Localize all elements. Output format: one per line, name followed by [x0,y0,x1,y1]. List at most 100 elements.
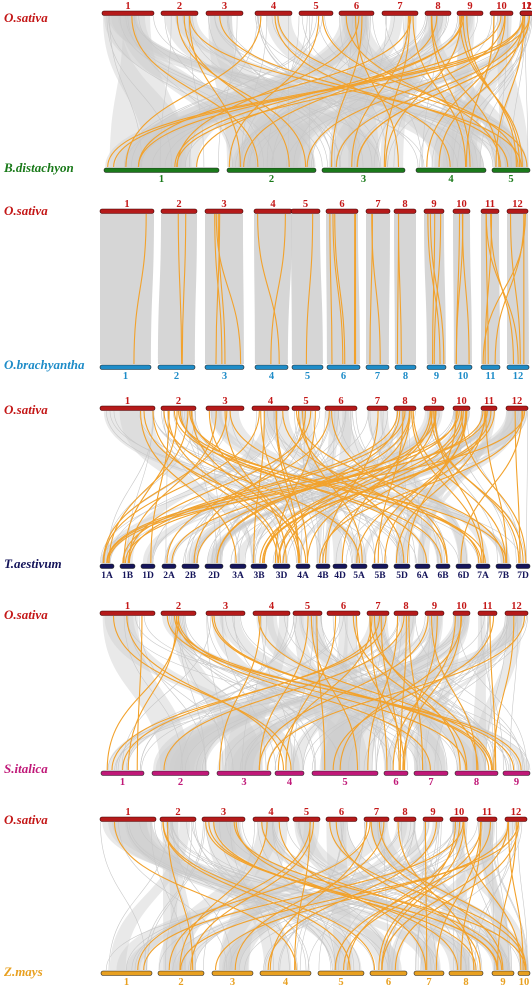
top-chromosome-bar [324,405,358,411]
synteny-ribbon [386,616,514,770]
synteny-ribbon [388,822,494,970]
synteny-line [321,615,421,771]
synteny-ribbon [291,214,323,364]
bottom-chromosome-bar [151,770,210,776]
top-chromosome-label: 9 [430,807,435,818]
synteny-ribbon [394,214,416,364]
top-chromosome-label: 6 [339,807,344,818]
synteny-ribbon [340,16,526,167]
synteny-line [226,15,458,168]
bottom-chromosome-bar [100,970,153,976]
orange-synteny-link [162,821,376,971]
orange-synteny-link [330,15,363,168]
synteny-line [133,15,233,168]
bottom-chromosome-label: 1 [123,371,128,382]
orange-synteny-link [424,821,428,971]
synteny-ribbon [472,616,523,770]
synteny-line [496,821,509,971]
synteny-line [474,821,514,971]
top-chromosome-label: 7 [374,807,379,818]
synteny-line [367,410,468,564]
bottom-chromosome-label: 1B [122,571,134,581]
orange-synteny-link [494,213,525,365]
bottom-chromosome-label: 3D [276,571,288,581]
orange-synteny-link [208,821,498,971]
bottom-chromosome-label: 1A [101,571,113,581]
bottom-chromosome-bar [295,563,311,569]
bottom-chromosome-label: 5 [305,371,310,382]
bottom-chromosome-bar [426,364,447,370]
synteny-line [119,15,315,168]
top-chromosome-bar [99,816,157,822]
top-species-label: O.sativa [4,607,48,622]
top-chromosome-bar [292,610,323,616]
orange-synteny-link [282,410,464,564]
bottom-chromosome-label: 3A [232,571,244,581]
orange-synteny-link [103,410,260,564]
synteny-ribbon [329,822,509,970]
top-chromosome-label: 6 [339,199,344,210]
synteny-line [109,410,284,564]
bottom-chromosome-bar [181,563,200,569]
top-chromosome-bar [422,816,444,822]
bottom-chromosome-bar [414,563,431,569]
synteny-line [128,821,389,971]
top-chromosome-bar [205,10,244,16]
synteny-ribbon [111,16,485,167]
orange-synteny-link [233,821,526,971]
top-chromosome-bar [251,405,290,411]
orange-synteny-link [137,15,412,168]
synteny-line [524,15,529,168]
orange-synteny-link [106,410,460,564]
synteny-line [140,615,297,771]
orange-synteny-link [335,15,526,168]
synteny-line [490,821,529,971]
orange-synteny-link [139,410,237,564]
synteny-line [241,615,267,771]
top-chromosome-label: 8 [402,396,407,407]
orange-synteny-link [426,15,506,168]
top-chromosome-label: 2 [175,807,180,818]
bottom-chromosome-bar [435,563,451,569]
bottom-chromosome-bar [204,364,245,370]
orange-synteny-link [330,410,448,564]
synteny-ribbon [115,16,447,167]
synteny-line [163,410,241,564]
bottom-chromosome-label: 10 [519,977,530,987]
synteny-line [371,615,403,771]
top-chromosome-label: 9 [431,396,436,407]
links-orange-p1 [107,15,530,168]
synteny-line [350,410,416,564]
synteny-line [387,821,439,971]
bottom-chromosome-label: 6D [458,571,470,581]
panel-sativa-taestivum: 1 2 3 4 5 6 7 8 9 10 11 12 1A 1B 1D 2A 2B 2D 3A 3B 3D 4A 4B 4D… [4,396,531,581]
synteny-line [159,15,172,168]
synteny-ribbon [104,16,316,167]
orange-synteny-link [193,410,307,564]
synteny-line [171,821,233,971]
top-chromosome-bars-p3: 1 2 3 4 5 6 7 8 9 10 11 12 [99,396,529,411]
top-chromosome-bar [393,610,419,616]
synteny-line [242,821,435,971]
bottom-chromosome-bar [453,364,473,370]
synteny-ribbon [344,16,524,167]
bottom-chromosome-label: 4A [297,571,309,581]
top-chromosome-bar [393,405,417,411]
bottom-chromosome-label: 12 [513,371,524,382]
top-chromosome-label: 1 [125,396,130,407]
orange-synteny-link [253,410,265,564]
bottom-chromosome-bar [491,167,531,173]
bottom-chromosome-bar [365,364,390,370]
top-chromosome-label: 10 [456,396,467,407]
orange-synteny-link [124,410,484,564]
top-chromosome-label: 5 [305,601,310,612]
bottom-chromosome-label: 5 [508,174,513,185]
top-chromosome-bar [489,10,514,16]
synteny-ribbon [316,411,339,563]
bottom-chromosome-bar [315,563,331,569]
orange-synteny-link [430,410,524,564]
orange-synteny-link [213,821,477,971]
synteny-line [172,615,276,771]
synteny-ribbon [370,822,525,970]
synteny-line [202,615,426,771]
